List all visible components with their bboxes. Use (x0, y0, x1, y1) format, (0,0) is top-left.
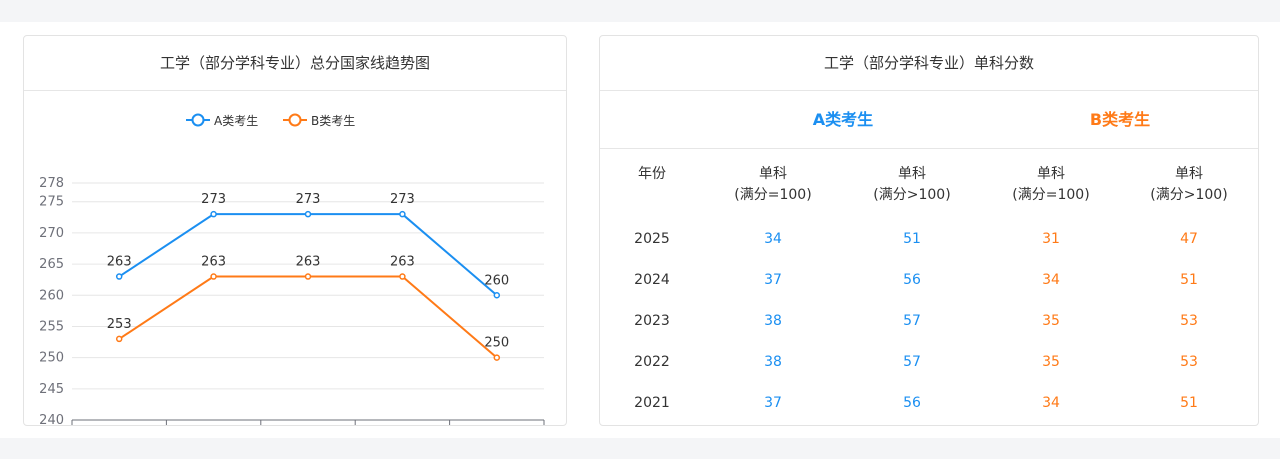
row-a1-value: 34 (764, 231, 782, 247)
row-year: 2021 (634, 395, 670, 411)
column-header-a1-line1: 单科 (759, 166, 787, 182)
row-a1-value: 37 (764, 395, 782, 411)
row-b2-value: 47 (1180, 231, 1198, 247)
y-tick-label: 278 (39, 176, 64, 191)
row-b1-value: 34 (1042, 395, 1060, 411)
column-header-a2-line2: (满分>100) (873, 187, 951, 203)
data-point-b (304, 273, 312, 280)
row-b1-value: 31 (1042, 231, 1060, 247)
column-header-a2-line1: 单科 (898, 166, 926, 182)
data-point-b (210, 273, 217, 280)
row-a2-value: 57 (903, 354, 921, 370)
column-header-b1-line2: (满分=100) (1012, 187, 1090, 203)
row-a1-value: 38 (764, 313, 782, 329)
y-tick-label: 265 (39, 257, 64, 272)
column-header-a1: 单科 (满分=100) (704, 164, 842, 206)
column-header-b2-line2: (满分>100) (1150, 187, 1228, 203)
y-tick-label: 270 (39, 226, 64, 241)
row-b1-value: 35 (1042, 313, 1060, 329)
column-header-b2-line1: 单科 (1175, 166, 1203, 182)
row-b1-value: 35 (1042, 354, 1060, 370)
row-b1-value: 34 (1042, 272, 1060, 288)
data-label-a: 263 (107, 255, 132, 270)
single-subject-card: 工学（部分学科专业）单科分数 A类考生 B类考生 年份 单科 (满分=100) … (599, 35, 1259, 426)
top-strip (0, 0, 1280, 22)
column-header-b1: 单科 (满分=100) (982, 164, 1120, 206)
data-label-b: 253 (107, 317, 132, 332)
chart-card-title: 工学（部分学科专业）总分国家线趋势图 (24, 36, 566, 91)
row-year: 2025 (634, 231, 670, 247)
data-label-a: 273 (390, 192, 415, 207)
trend-line-chart: 2402452502552602652702752782021202220232… (39, 113, 545, 426)
group-a-header: A类考生 (812, 110, 874, 129)
data-label-b: 250 (484, 336, 509, 351)
data-point-a (115, 273, 123, 280)
data-label-a: 273 (201, 192, 226, 207)
legend-marker-b (288, 113, 302, 127)
group-header-row: A类考生 B类考生 (600, 92, 1258, 149)
row-a2-value: 51 (903, 231, 921, 247)
data-point-a (304, 210, 312, 218)
row-a2-value: 57 (903, 313, 921, 329)
y-tick-label: 250 (39, 351, 64, 366)
data-point-b (115, 335, 123, 343)
row-b2-value: 53 (1180, 313, 1198, 329)
data-label-b: 263 (390, 255, 415, 270)
series-line-b (118, 275, 498, 359)
column-header-a1-line2: (满分=100) (734, 187, 812, 203)
row-b2-value: 53 (1180, 354, 1198, 370)
row-a2-value: 56 (903, 272, 921, 288)
data-point-b (493, 354, 501, 361)
legend-marker-a (191, 113, 205, 127)
data-label-b: 263 (296, 255, 321, 270)
y-tick-label: 245 (39, 382, 64, 397)
row-b2-value: 51 (1180, 272, 1198, 288)
y-tick-label: 260 (39, 288, 64, 303)
data-label-a: 273 (296, 192, 321, 207)
table-card-title: 工学（部分学科专业）单科分数 (600, 36, 1258, 91)
group-b-header: B类考生 (1089, 110, 1151, 129)
row-a1-value: 38 (764, 354, 782, 370)
data-point-a (210, 210, 217, 218)
y-tick-label: 255 (39, 319, 64, 334)
data-label-b: 263 (201, 255, 226, 270)
row-year: 2024 (634, 272, 670, 288)
y-tick-label: 275 (39, 195, 64, 210)
row-a1-value: 37 (764, 272, 782, 288)
legend-label-b: B类考生 (311, 114, 355, 128)
row-year: 2022 (634, 354, 670, 370)
row-year: 2023 (634, 313, 670, 329)
column-header-a2: 单科 (满分>100) (842, 164, 982, 206)
data-point-a (399, 210, 406, 218)
y-tick-label: 240 (39, 413, 64, 426)
column-header-b1-line1: 单科 (1037, 166, 1065, 182)
legend-label-a: A类考生 (214, 114, 258, 128)
data-label-a: 260 (484, 273, 509, 288)
row-b2-value: 51 (1180, 395, 1198, 411)
column-header-b2: 单科 (满分>100) (1120, 164, 1258, 206)
year-column-header: 年份 (638, 166, 666, 182)
data-point-b (399, 273, 406, 280)
trend-chart-card: 工学（部分学科专业）总分国家线趋势图 240 245 250 255 260 265 270… (23, 35, 567, 426)
row-a2-value: 56 (903, 395, 921, 411)
data-point-a (493, 292, 501, 299)
